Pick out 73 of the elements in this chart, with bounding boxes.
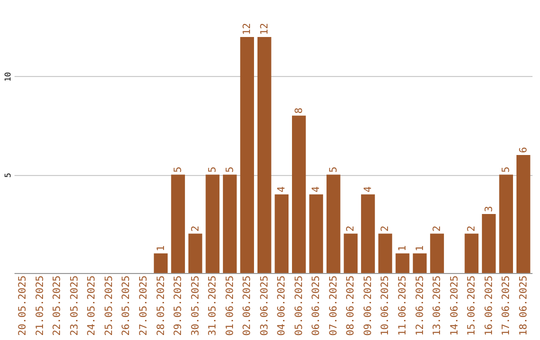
x-tick-label: 30.05.2025 xyxy=(190,276,202,336)
bar xyxy=(222,174,237,273)
bar xyxy=(206,174,220,273)
data-label: 5 xyxy=(501,166,512,173)
bar xyxy=(344,234,358,273)
data-label: 12 xyxy=(242,22,254,35)
data-label: 2 xyxy=(466,226,478,232)
data-label: 2 xyxy=(346,226,357,232)
x-tick-label: 13.06.2025 xyxy=(432,276,444,336)
x-tick-label: 12.06.2025 xyxy=(414,276,426,336)
data-label: 3 xyxy=(484,206,495,212)
x-tick-label: 06.06.2025 xyxy=(311,276,322,336)
bar xyxy=(257,37,272,273)
x-tick-label: 16.06.2025 xyxy=(484,276,495,336)
bar xyxy=(274,194,289,273)
data-label: 4 xyxy=(362,186,374,192)
x-tick-label: 24.05.2025 xyxy=(86,276,98,336)
bar xyxy=(499,174,514,273)
data-label: 5 xyxy=(173,166,184,173)
x-tick-label: 28.05.2025 xyxy=(156,276,167,336)
bar xyxy=(464,234,478,273)
bar xyxy=(482,214,496,273)
x-tick-label: 31.05.2025 xyxy=(208,276,219,336)
x-tick-label: 08.06.2025 xyxy=(346,276,357,336)
x-tick-label: 21.05.2025 xyxy=(34,276,46,336)
data-label: 5 xyxy=(224,166,236,173)
data-label: 4 xyxy=(311,186,322,192)
x-tick-label: 25.05.2025 xyxy=(104,276,115,336)
x-tick-label: 02.06.2025 xyxy=(242,276,254,336)
x-tick-label: 15.06.2025 xyxy=(466,276,478,336)
bar xyxy=(396,253,410,273)
x-tick-label: 09.06.2025 xyxy=(362,276,374,336)
data-label: 4 xyxy=(276,186,288,192)
x-tick-label: 18.06.2025 xyxy=(518,276,530,336)
data-label: 1 xyxy=(414,245,426,252)
data-label: 1 xyxy=(398,245,408,252)
x-tick-label: 03.06.2025 xyxy=(259,276,270,336)
bar xyxy=(309,194,324,273)
data-label: 2 xyxy=(432,226,444,232)
x-tick-label: 01.06.2025 xyxy=(224,276,236,336)
x-tick-label: 23.05.2025 xyxy=(69,276,80,336)
bar xyxy=(292,116,306,273)
bar xyxy=(430,234,444,273)
x-tick-label: 26.05.2025 xyxy=(121,276,132,336)
bar xyxy=(326,174,340,273)
data-label: 8 xyxy=(294,108,305,114)
data-label: 1 xyxy=(156,245,167,252)
x-tick-label: 22.05.2025 xyxy=(52,276,64,336)
x-tick-label: 04.06.2025 xyxy=(276,276,288,336)
y-tick-label: 10 xyxy=(4,72,12,82)
x-tick-label: 14.06.2025 xyxy=(449,276,460,336)
bar xyxy=(188,234,202,273)
x-tick-label: 20.05.2025 xyxy=(18,276,29,336)
data-label: 12 xyxy=(259,22,270,35)
data-label: 5 xyxy=(208,166,219,173)
bar xyxy=(378,234,392,273)
data-label: 2 xyxy=(380,226,392,232)
bar xyxy=(171,174,185,273)
bar xyxy=(240,37,254,273)
x-tick-label: 11.06.2025 xyxy=(398,276,408,336)
x-tick-label: 17.06.2025 xyxy=(501,276,512,336)
bar xyxy=(412,253,427,273)
data-label: 2 xyxy=(190,226,202,232)
data-label: 5 xyxy=(328,166,340,173)
x-tick-label: 10.06.2025 xyxy=(380,276,392,336)
bar xyxy=(516,155,530,273)
x-tick-label: 07.06.2025 xyxy=(328,276,340,336)
x-tick-label: 29.05.2025 xyxy=(173,276,184,336)
x-tick-label: 27.05.2025 xyxy=(138,276,150,336)
bar xyxy=(361,194,375,273)
bar xyxy=(154,253,168,273)
x-tick-label: 05.06.2025 xyxy=(294,276,305,336)
data-label: 6 xyxy=(518,146,530,153)
